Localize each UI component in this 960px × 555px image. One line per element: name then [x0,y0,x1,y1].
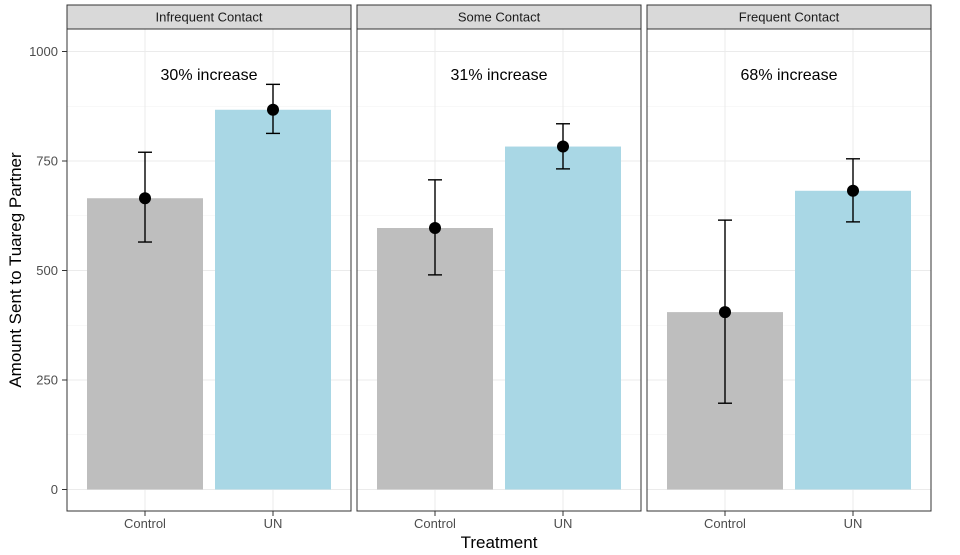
facet-title: Infrequent Contact [156,10,263,25]
panel-border [356,28,642,512]
increase-annotation: 68% increase [741,67,838,84]
x-tick-label: Control [124,516,166,531]
mean-point [847,184,859,197]
x-axis-title: Treatment [461,533,538,552]
y-tick-label: 0 [51,482,58,497]
mean-point [557,140,569,153]
bar-un [795,190,911,490]
panel-border [646,28,932,512]
y-tick-label: 1000 [29,44,58,59]
y-tick-label: 500 [36,263,58,278]
mean-point [719,306,731,319]
increase-annotation: 31% increase [451,67,548,84]
bar-control [87,198,203,490]
facet-title: Some Contact [458,10,541,25]
bar-un [215,109,331,490]
y-axis-title: Amount Sent to Tuareg Partner [6,152,25,388]
facet-strip [646,4,932,30]
increase-annotation: 30% increase [161,67,258,84]
mean-point [429,222,441,235]
y-tick-label: 250 [36,373,58,388]
y-tick-label: 750 [36,154,58,169]
mean-point [139,192,151,205]
mean-point [267,103,279,116]
x-tick-label: Control [414,516,456,531]
facet-panel: Some Contact Control UN 31% increase [356,4,642,531]
facet-panel: Infrequent Contact Control UN 30% increase [66,4,352,531]
x-tick-label: UN [264,516,283,531]
x-tick-label: UN [844,516,863,531]
facet-title: Frequent Contact [739,10,840,25]
x-tick-label: UN [554,516,573,531]
panels-layer: Infrequent Contact Control UN 30% increase S… [66,4,932,531]
facet-panel: Frequent Contact Control UN 68% increase [646,4,932,531]
facet-strip [66,4,352,30]
y-axis: 0 250 500 750 1000 [29,44,67,497]
facet-strip [356,4,642,30]
bar-un [505,146,621,490]
x-tick-label: Control [704,516,746,531]
